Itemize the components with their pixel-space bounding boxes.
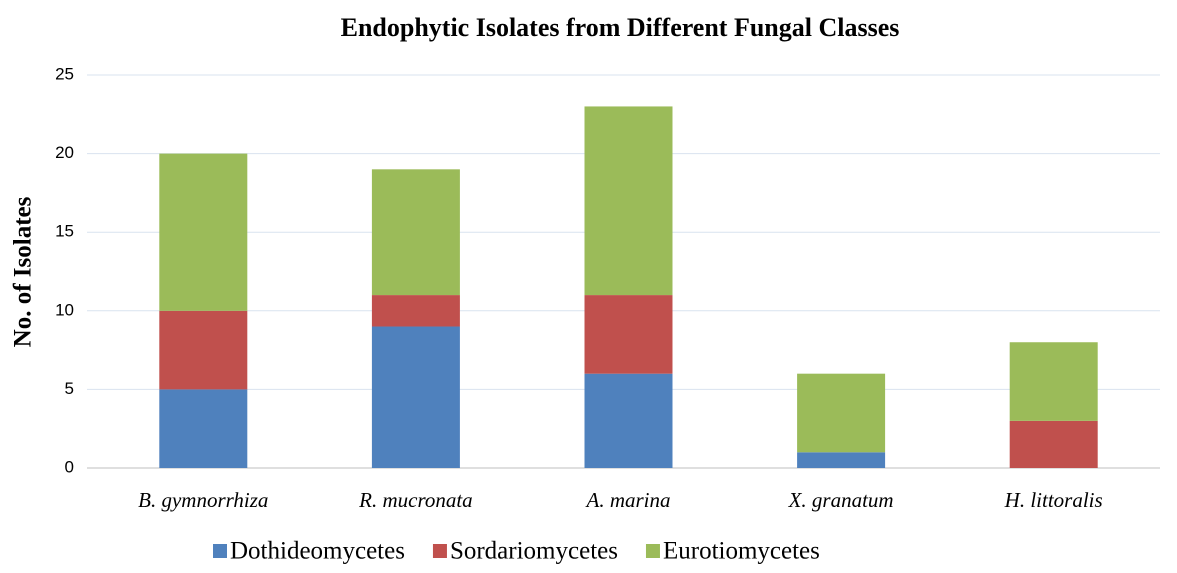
x-tick-label: X. granatum [788, 488, 894, 512]
legend-label: Dothideomycetes [230, 538, 405, 565]
bar-segment [797, 373, 886, 453]
bar-segment [584, 106, 673, 296]
y-tick-label: 20 [55, 143, 74, 162]
bar-segment [371, 169, 460, 296]
bar-segment [1009, 342, 1098, 421]
y-tick-label: 15 [55, 222, 74, 241]
chart-title: Endophytic Isolates from Different Funga… [341, 13, 900, 42]
bar-segment [159, 153, 248, 311]
bar-segment [584, 373, 673, 468]
x-tick-label: R. mucronata [358, 488, 473, 512]
x-tick-label: H. littoralis [1004, 488, 1103, 512]
legend-label: Eurotiomycetes [663, 538, 820, 565]
bar-segment [159, 310, 248, 390]
y-axis-label: No. of Isolates [10, 196, 37, 347]
x-tick-label: A. marina [585, 488, 671, 512]
legend-swatch [432, 544, 447, 558]
bar-segment [797, 452, 886, 468]
legend-swatch [213, 544, 227, 558]
bar-segment [159, 389, 248, 468]
y-tick-label: 5 [65, 379, 74, 398]
y-tick-label: 25 [55, 64, 74, 83]
y-tick-label: 0 [65, 457, 74, 476]
bar-segment [371, 295, 460, 327]
bar-segment [371, 326, 460, 468]
legend-label: Sordariomycetes [450, 538, 618, 565]
bar-segment [1009, 420, 1098, 468]
x-tick-label: B. gymnorrhiza [138, 488, 268, 512]
legend-swatch [645, 544, 660, 558]
bar-segment [584, 295, 673, 374]
y-tick-label: 10 [55, 300, 74, 319]
